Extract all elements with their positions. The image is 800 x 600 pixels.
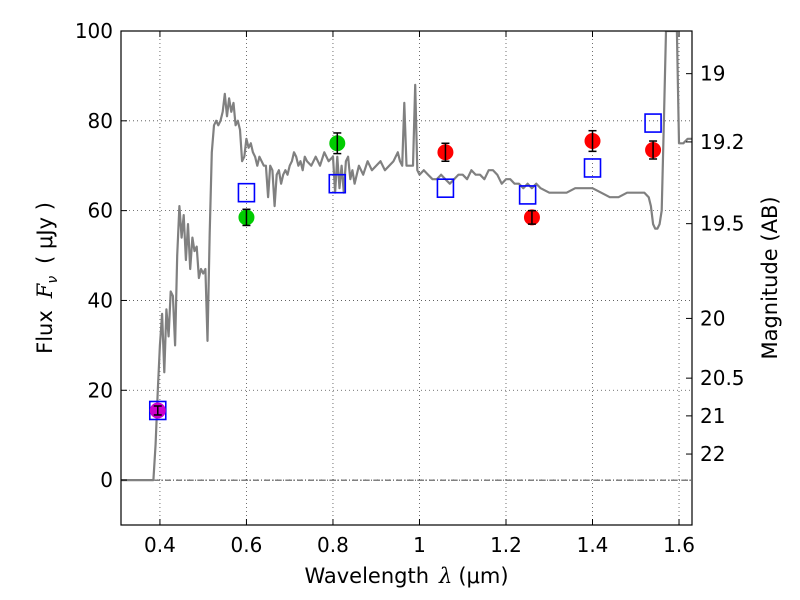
- y-tick-label: 60: [88, 199, 113, 223]
- mag-tick-label: 20: [700, 306, 725, 330]
- model-flux-square: [237, 182, 256, 203]
- y-tick-label: 80: [88, 109, 113, 133]
- x-axis-label: Wavelength λ (μm): [304, 564, 508, 588]
- model-flux-square: [583, 158, 602, 178]
- mag-tick-label: 19.5: [700, 212, 745, 236]
- x-tick-label: 0.6: [231, 533, 263, 557]
- x-tick-label: 1.4: [577, 533, 609, 557]
- model-flux-square: [328, 173, 347, 194]
- mag-tick-label: 19: [700, 62, 725, 86]
- mag-tick-label: 22: [700, 442, 725, 466]
- plot-frame: [120, 30, 693, 526]
- model-flux-square: [644, 113, 662, 133]
- y-tick-label: 0: [100, 468, 113, 492]
- mag-tick-label: 20.5: [700, 366, 745, 390]
- x-tick-label: 0.4: [144, 533, 176, 557]
- x-tick-label: 1.2: [490, 533, 522, 557]
- x-tick-label: 1: [413, 533, 426, 557]
- y-tick-label: 20: [88, 378, 113, 402]
- y-tick-label: 100: [75, 19, 113, 43]
- model-flux-square: [518, 185, 537, 205]
- mag-tick-label: 21: [700, 404, 725, 428]
- x-tick-label: 1.6: [663, 533, 695, 557]
- y-tick-label: 40: [88, 288, 113, 312]
- y-axis-label: FluxFν( μJy ): [33, 202, 61, 354]
- mag-tick-label: 19.2: [700, 130, 745, 154]
- sed-template-line: [121, 31, 692, 482]
- axis-ticks: 0.4 0.6 0.8 1 1.2 1.4 1.6 0 20 40 60 80 100 19 19.2 19.…: [75, 19, 745, 557]
- model-flux-square: [436, 178, 455, 198]
- x-tick-label: 0.8: [317, 533, 349, 557]
- data-markers: [148, 113, 662, 421]
- y2-axis-label: Magnitude (AB): [758, 196, 782, 359]
- sed-template-line-group: [121, 31, 692, 482]
